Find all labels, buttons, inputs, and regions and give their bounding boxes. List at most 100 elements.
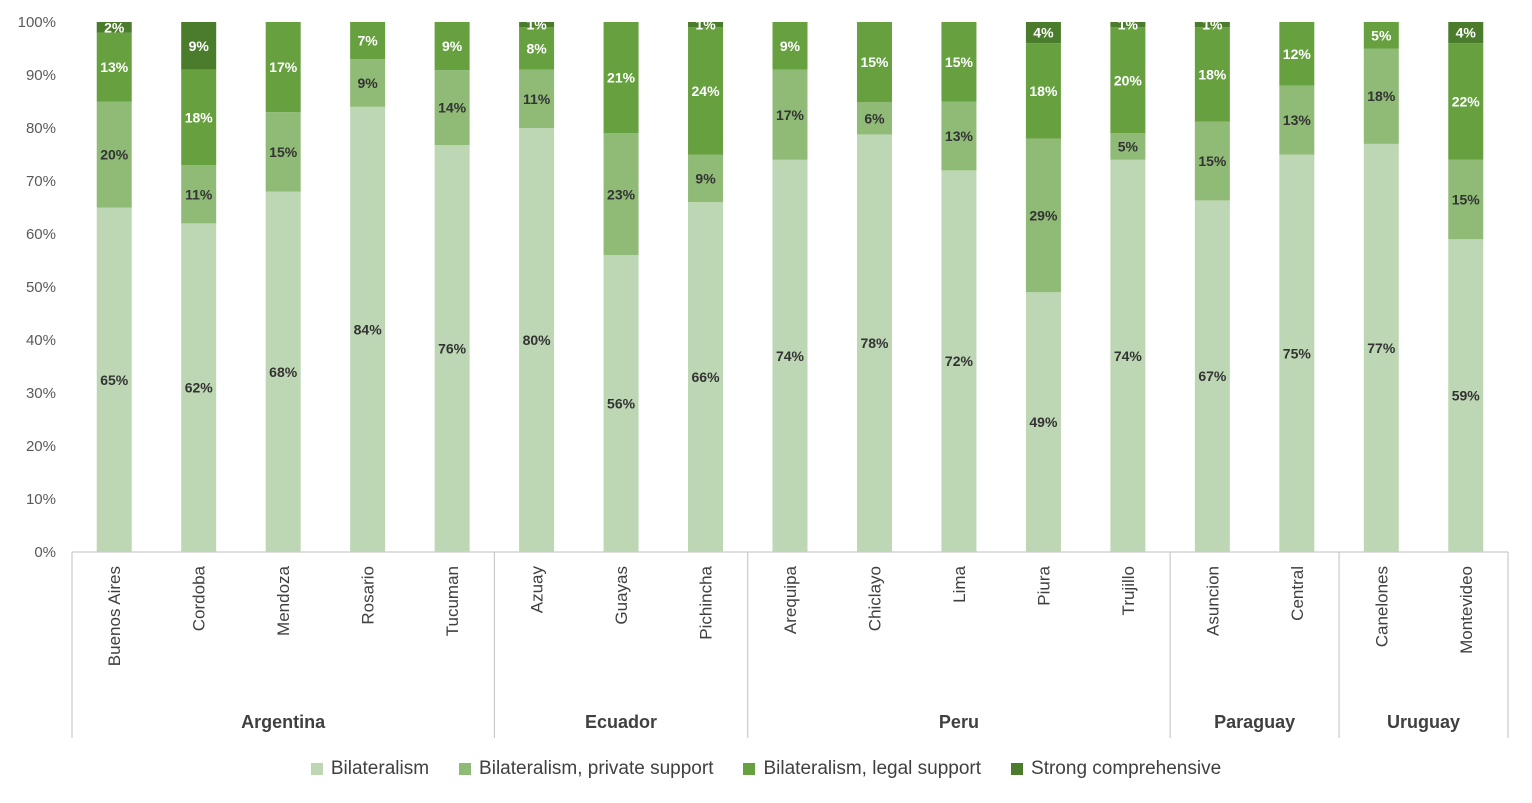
bar-segment (1194, 200, 1230, 553)
data-label: 84% (354, 321, 383, 337)
bar-segment (772, 159, 808, 553)
category-label: Central (1288, 566, 1307, 621)
bar-segment (603, 255, 639, 552)
data-label: 15% (269, 144, 298, 160)
data-label: 15% (1452, 192, 1481, 208)
bar-segment (1448, 43, 1484, 160)
category-label: Lima (950, 565, 969, 602)
category-label: Asuncion (1203, 566, 1222, 636)
data-label: 21% (607, 70, 636, 86)
bar-segment (856, 134, 892, 552)
bar-segment (519, 27, 555, 70)
data-label: 7% (358, 33, 379, 49)
data-label: 65% (100, 372, 129, 388)
data-label: 13% (100, 59, 129, 75)
bar-segment (1025, 43, 1061, 139)
data-label: 9% (189, 38, 210, 54)
bar-segment (688, 27, 724, 155)
bar-segment (519, 69, 555, 128)
bar-segment (181, 223, 217, 552)
legend-item: Bilateralism, legal support (743, 758, 981, 780)
bar-segment (856, 22, 892, 103)
data-label: 24% (692, 83, 721, 99)
data-label: 4% (1033, 25, 1054, 41)
category-label: Chiclayo (865, 566, 884, 631)
bar-segment (519, 22, 555, 28)
legend-swatch (1011, 763, 1024, 775)
category-label: Cordoba (190, 565, 209, 631)
y-tick-label: 100% (18, 14, 56, 31)
category-label: Azuay (528, 566, 547, 614)
y-tick-label: 10% (26, 491, 56, 508)
bar-segment (96, 101, 132, 208)
data-label: 1% (1118, 17, 1139, 33)
legend-label: Bilateralism, legal support (763, 758, 982, 779)
data-label: 1% (1202, 17, 1223, 33)
data-label: 78% (860, 335, 889, 351)
legend-item: Bilateralism, private support (459, 758, 713, 780)
legend-label: Bilateralism, private support (479, 758, 714, 779)
data-label: 9% (695, 170, 716, 186)
data-label: 9% (358, 75, 379, 91)
category-label: Guayas (612, 566, 631, 625)
y-tick-label: 20% (26, 438, 56, 455)
data-label: 11% (523, 91, 551, 107)
y-tick-label: 30% (26, 385, 56, 402)
bar-segment (434, 145, 470, 552)
bar-segment (1025, 138, 1061, 293)
legend: Bilateralism Bilateralism, private suppor… (0, 758, 1532, 780)
group-label: Paraguay (1214, 712, 1295, 732)
bar-segment (350, 59, 386, 107)
data-label: 5% (1371, 27, 1392, 43)
legend-label: Strong comprehensive (1031, 758, 1222, 779)
data-label: 72% (945, 353, 974, 369)
group-label: Ecuador (585, 712, 657, 732)
bar-segment (96, 32, 132, 102)
category-label: Buenos Aires (105, 566, 124, 666)
data-label: 18% (1198, 66, 1227, 82)
bar-segment (856, 102, 892, 135)
bar-segment (519, 128, 555, 552)
bar-segment (688, 22, 724, 28)
data-label: 1% (695, 17, 716, 33)
data-label: 23% (607, 186, 636, 202)
group-label: Argentina (241, 712, 326, 732)
y-tick-label: 90% (26, 67, 56, 84)
bar-segment (181, 22, 217, 70)
bar-segment (1363, 143, 1399, 552)
bar-segment (265, 112, 301, 192)
legend-swatch (459, 763, 472, 775)
y-tick-label: 70% (26, 173, 56, 190)
bar-segment (1110, 22, 1146, 28)
data-label: 13% (1283, 112, 1312, 128)
bar-segment (941, 22, 977, 102)
data-label: 18% (1367, 88, 1396, 104)
bar-segment (1448, 22, 1484, 44)
bar-segment (1110, 27, 1146, 134)
category-label: Canelones (1372, 566, 1391, 647)
data-label: 18% (1029, 83, 1058, 99)
group-label: Uruguay (1387, 712, 1460, 732)
group-label: Peru (939, 712, 979, 732)
legend-swatch (743, 763, 756, 775)
data-label: 56% (607, 396, 636, 412)
bar-segment (1025, 292, 1061, 552)
data-label: 6% (864, 110, 885, 126)
category-label: Trujillo (1119, 566, 1138, 615)
legend-item: Bilateralism (310, 758, 429, 780)
bar-segment (181, 69, 217, 166)
category-label: Pichincha (697, 565, 716, 639)
category-label: Arequipa (781, 565, 800, 634)
y-tick-label: 60% (26, 226, 56, 243)
data-label: 15% (1198, 153, 1227, 169)
bar-segment (1363, 22, 1399, 49)
bar-segment (688, 202, 724, 552)
bar-segment (603, 133, 639, 256)
data-label: 17% (269, 59, 298, 75)
data-label: 74% (1114, 348, 1143, 364)
bar-segment (772, 22, 808, 70)
bar-segment (96, 22, 132, 33)
bar-segment (1194, 121, 1230, 201)
bar-segment (1279, 154, 1315, 552)
